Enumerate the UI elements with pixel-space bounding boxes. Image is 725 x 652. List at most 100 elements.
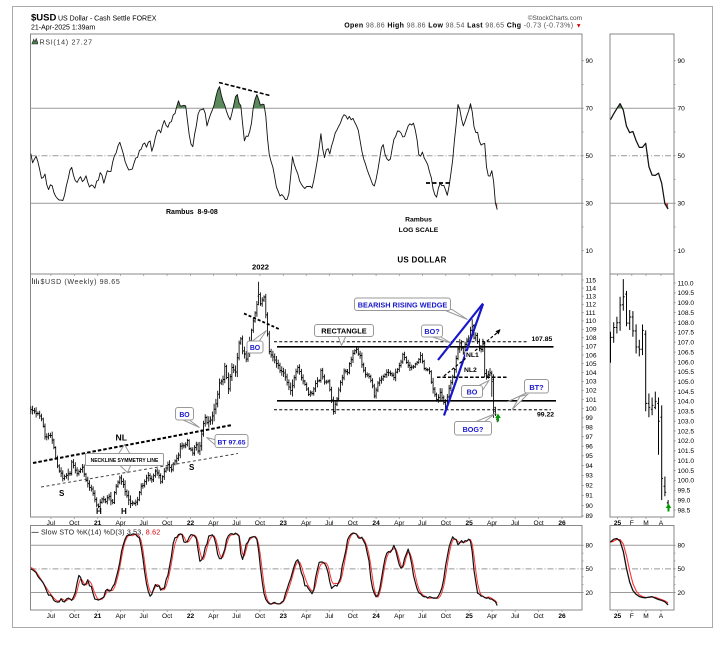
svg-text:BO: BO: [250, 345, 261, 352]
svg-text:Jul: Jul: [511, 613, 520, 620]
svg-text:Rambus: Rambus: [405, 217, 432, 224]
svg-text:112: 112: [586, 302, 597, 309]
svg-text:Apr: Apr: [301, 520, 312, 527]
svg-text:108.5: 108.5: [678, 310, 695, 317]
svg-text:A: A: [659, 520, 664, 527]
svg-text:103.5: 103.5: [678, 409, 695, 416]
svg-text:105.0: 105.0: [678, 379, 695, 386]
svg-text:20: 20: [586, 590, 594, 597]
svg-text:107.0: 107.0: [678, 340, 695, 347]
svg-text:Jul: Jul: [325, 520, 334, 527]
svg-text:110.0: 110.0: [678, 280, 694, 287]
svg-text:109.0: 109.0: [678, 300, 695, 307]
svg-text:95: 95: [586, 453, 594, 460]
svg-text:M: M: [643, 613, 649, 620]
svg-text:102.0: 102.0: [678, 438, 695, 445]
svg-text:24: 24: [372, 520, 380, 527]
svg-text:Jul: Jul: [139, 520, 148, 527]
svg-text:50: 50: [678, 153, 686, 160]
svg-text:Jul: Jul: [418, 520, 427, 527]
svg-text:99: 99: [586, 415, 594, 422]
svg-text:109.5: 109.5: [678, 290, 695, 297]
svg-text:90: 90: [586, 503, 594, 510]
svg-text:Jul: Jul: [47, 613, 56, 620]
svg-text:22: 22: [187, 613, 195, 620]
svg-text:106.5: 106.5: [678, 349, 695, 356]
svg-text:104.0: 104.0: [678, 399, 695, 406]
svg-text:24: 24: [372, 613, 380, 620]
svg-text:50: 50: [586, 153, 594, 160]
svg-text:21: 21: [94, 520, 102, 527]
svg-text:108.0: 108.0: [678, 320, 695, 327]
svg-text:102.5: 102.5: [678, 428, 695, 435]
svg-text:Oct: Oct: [162, 520, 172, 527]
svg-text:25: 25: [466, 520, 474, 527]
svg-text:Jul: Jul: [325, 613, 334, 620]
svg-text:Oct: Oct: [441, 520, 451, 527]
svg-text:BT?: BT?: [529, 383, 544, 392]
svg-text:Jul: Jul: [232, 520, 241, 527]
svg-text:Oct: Oct: [69, 613, 79, 620]
svg-text:Apr: Apr: [487, 520, 498, 527]
svg-text:104.5: 104.5: [678, 389, 695, 396]
svg-text:— Slow STO %K(14) %D(3) 3.53,: — Slow STO %K(14) %D(3) 3.53, 8.62: [32, 529, 161, 537]
svg-text:90: 90: [586, 58, 594, 65]
svg-text:100.0: 100.0: [678, 478, 695, 485]
svg-text:Apr: Apr: [301, 613, 312, 620]
svg-text:25: 25: [466, 613, 474, 620]
svg-text:Apr: Apr: [115, 613, 126, 620]
svg-text:US Dollar - Cash Settle FOREX: US Dollar - Cash Settle FOREX: [58, 16, 157, 23]
svg-text:22: 22: [187, 520, 195, 527]
svg-text:F: F: [630, 613, 634, 620]
svg-text:Apr: Apr: [115, 520, 126, 527]
svg-text:101.5: 101.5: [678, 448, 695, 455]
svg-text:Open 98.86 High 98.86 Low 98: Open 98.86 High 98.86 Low 98.54 Last 98.…: [344, 23, 582, 30]
svg-text:115: 115: [586, 277, 597, 284]
svg-text:S: S: [189, 463, 195, 472]
svg-text:Apr: Apr: [487, 613, 498, 620]
svg-text:100: 100: [586, 406, 597, 413]
svg-text:89: 89: [586, 513, 594, 520]
svg-text:NL2: NL2: [464, 367, 477, 374]
svg-text:RSI(14) 27.27: RSI(14) 27.27: [40, 39, 93, 47]
svg-text:$USD: $USD: [31, 13, 56, 24]
svg-text:Apr: Apr: [208, 613, 219, 620]
svg-text:26: 26: [558, 520, 566, 527]
svg-text:97: 97: [586, 434, 594, 441]
svg-text:107: 107: [586, 344, 597, 351]
svg-text:2022: 2022: [252, 263, 269, 272]
svg-text:Oct: Oct: [69, 520, 79, 527]
svg-text:103: 103: [586, 379, 597, 386]
svg-text:NECKLINE SYMMETRY LINE: NECKLINE SYMMETRY LINE: [91, 458, 159, 464]
svg-text:A: A: [659, 613, 664, 620]
svg-text:104: 104: [586, 370, 597, 377]
svg-text:101: 101: [586, 397, 597, 404]
svg-text:$USD (Weekly) 98.65: $USD (Weekly) 98.65: [41, 278, 121, 286]
svg-text:US DOLLAR: US DOLLAR: [397, 256, 446, 265]
svg-text:10: 10: [586, 248, 594, 255]
svg-text:101.0: 101.0: [678, 458, 695, 465]
svg-text:BO?: BO?: [424, 327, 439, 336]
svg-text:105.5: 105.5: [678, 369, 695, 376]
svg-text:M: M: [643, 520, 649, 527]
svg-text:106.0: 106.0: [678, 359, 695, 366]
svg-text:21-Apr-2025 1:39am: 21-Apr-2025 1:39am: [31, 25, 95, 32]
svg-text:106: 106: [586, 352, 597, 359]
svg-text:10: 10: [678, 248, 686, 255]
svg-text:Oct: Oct: [533, 520, 543, 527]
svg-text:BO: BO: [179, 412, 190, 419]
svg-text:H: H: [121, 507, 127, 516]
svg-text:Rambus 8-9-08: Rambus 8-9-08: [166, 209, 218, 216]
svg-text:Jul: Jul: [139, 613, 148, 620]
svg-text:H: H: [96, 507, 102, 516]
svg-text:Jul: Jul: [232, 613, 241, 620]
svg-text:50: 50: [586, 566, 594, 573]
svg-text:Oct: Oct: [348, 520, 358, 527]
svg-text:25: 25: [614, 613, 622, 620]
svg-text:Jul: Jul: [511, 520, 520, 527]
svg-text:70: 70: [586, 106, 594, 113]
svg-text:25: 25: [614, 520, 622, 527]
svg-text:BOG?: BOG?: [463, 425, 484, 434]
svg-text:Oct: Oct: [255, 520, 265, 527]
svg-text:105: 105: [586, 361, 597, 368]
